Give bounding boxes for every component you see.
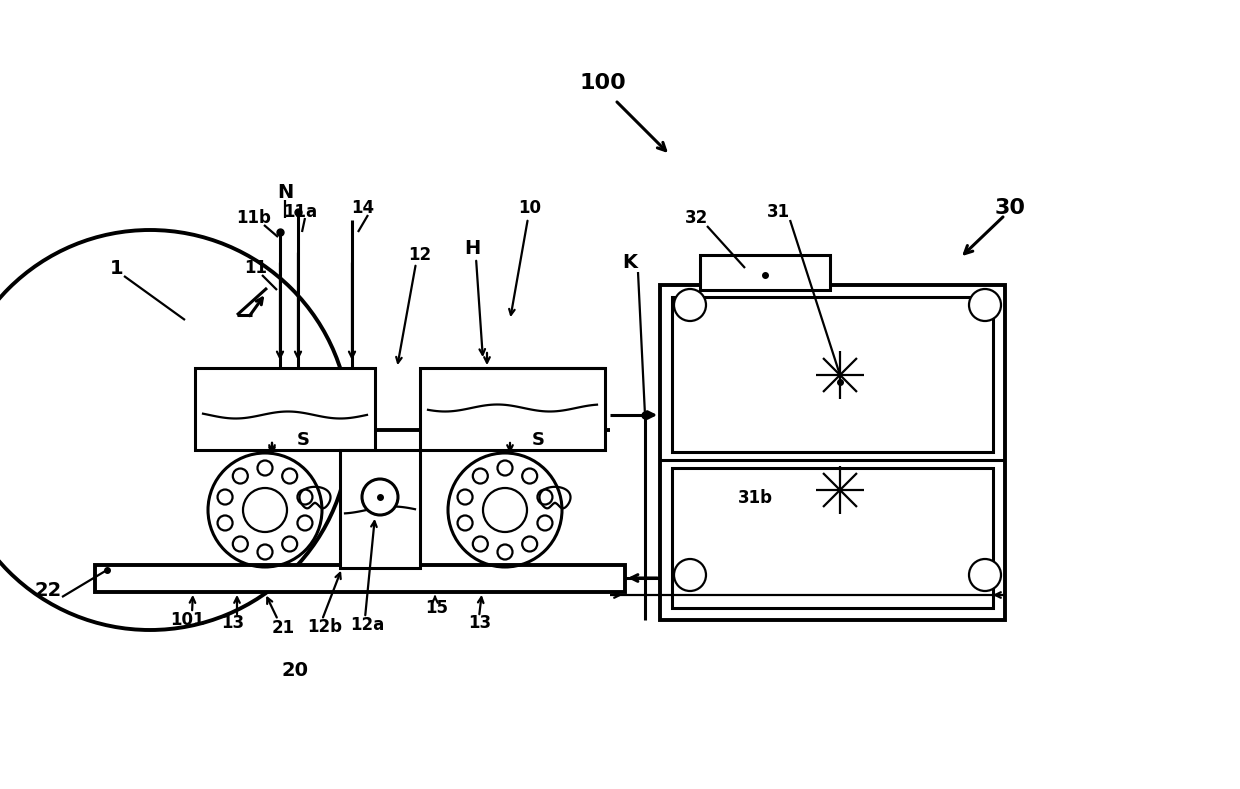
Text: 11b: 11b	[237, 209, 272, 227]
Text: 10: 10	[518, 199, 542, 217]
Text: 1: 1	[110, 259, 124, 278]
Text: 13: 13	[222, 614, 244, 632]
Text: 12a: 12a	[350, 616, 384, 634]
Circle shape	[675, 289, 706, 321]
Text: 11a: 11a	[283, 203, 317, 221]
Text: 12b: 12b	[308, 618, 342, 636]
Text: 12: 12	[408, 246, 432, 264]
Bar	[340, 450, 420, 568]
Text: 15: 15	[425, 599, 449, 617]
Text: 31: 31	[766, 203, 790, 221]
Bar	[95, 565, 625, 592]
Bar	[701, 255, 830, 290]
Bar	[672, 297, 993, 452]
Text: 13: 13	[469, 614, 491, 632]
Text: 20: 20	[281, 660, 309, 679]
Text: 22: 22	[35, 581, 62, 600]
Text: 30: 30	[994, 198, 1025, 218]
Text: N: N	[277, 182, 293, 201]
Bar	[660, 285, 1004, 620]
Text: S: S	[532, 431, 544, 449]
Text: S: S	[296, 431, 310, 449]
Text: K: K	[622, 253, 637, 272]
Bar	[672, 468, 993, 608]
Text: H: H	[464, 238, 480, 257]
Text: 14: 14	[351, 199, 374, 217]
Bar	[195, 368, 374, 450]
Circle shape	[968, 289, 1001, 321]
Circle shape	[675, 559, 706, 591]
Text: 100: 100	[579, 73, 626, 93]
Text: 11: 11	[244, 259, 268, 277]
Text: 31b: 31b	[738, 489, 773, 507]
Text: 101: 101	[170, 611, 205, 629]
Circle shape	[968, 559, 1001, 591]
Text: 32: 32	[684, 209, 708, 227]
Circle shape	[362, 479, 398, 515]
Text: 21: 21	[272, 619, 295, 637]
Bar	[420, 368, 605, 450]
